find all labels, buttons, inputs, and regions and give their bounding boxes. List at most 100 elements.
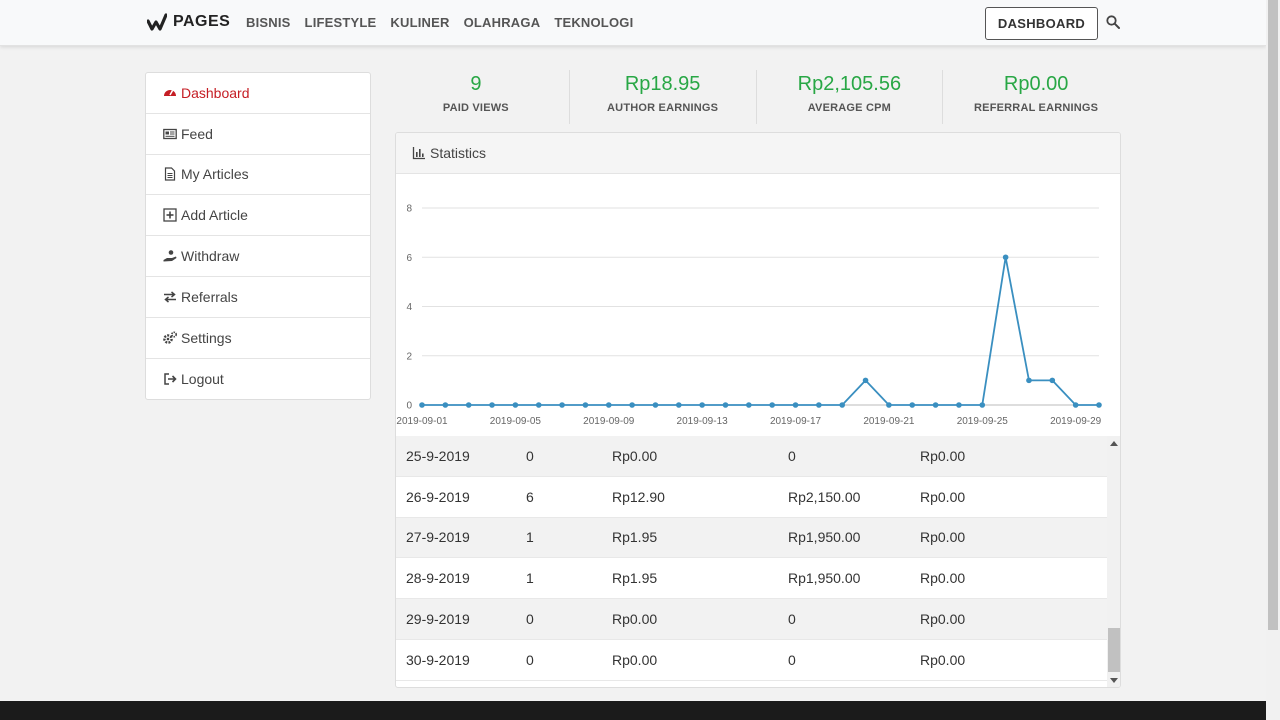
sidebar-item-label: Feed bbox=[181, 125, 213, 142]
nav-item-bisnis[interactable]: BISNIS bbox=[246, 15, 291, 30]
page-scroll-thumb[interactable] bbox=[1268, 0, 1278, 630]
nav-item-lifestyle[interactable]: LIFESTYLE bbox=[304, 15, 377, 30]
stat-value: Rp18.95 bbox=[624, 73, 701, 95]
sidebar-item-referrals[interactable]: Referrals bbox=[146, 277, 370, 318]
table-cell: 0 bbox=[526, 611, 534, 628]
y-tick-label: 0 bbox=[406, 401, 412, 412]
nav-item-teknologi[interactable]: TEKNOLOGI bbox=[554, 15, 634, 30]
table-cell: Rp2,150.00 bbox=[788, 488, 861, 505]
stat-average-cpm: Rp2,105.56 AVERAGE CPM bbox=[757, 70, 944, 124]
table-cell: 0 bbox=[788, 651, 796, 668]
data-point bbox=[512, 402, 519, 408]
data-point bbox=[699, 402, 705, 408]
table-row: 26-9-2019 6 Rp12.90 Rp2,150.00 Rp0.00 bbox=[396, 476, 1107, 518]
sidebar-item-feed[interactable]: Feed bbox=[146, 114, 370, 155]
sidebar-item-label: Settings bbox=[181, 329, 232, 346]
sidebar-item-my-articles[interactable]: My Articles bbox=[146, 155, 370, 196]
table-cell: 28-9-2019 bbox=[406, 570, 470, 587]
stat-paid-views: 9 PAID VIEWS bbox=[383, 70, 570, 124]
data-point bbox=[1072, 402, 1079, 408]
table-cell: Rp0.00 bbox=[920, 611, 966, 628]
stat-label: PAID VIEWS bbox=[442, 102, 509, 114]
statistics-table[interactable]: 25-9-2019 0 Rp0.00 0 Rp0.00 26-9-2019 6 Rp12.90… bbox=[396, 436, 1107, 687]
sidebar-item-add-article[interactable]: Add Article bbox=[146, 195, 370, 237]
data-point bbox=[1002, 254, 1009, 261]
page-scrollbar[interactable] bbox=[1266, 0, 1280, 720]
stat-label: AUTHOR EARNINGS bbox=[607, 102, 719, 114]
sidebar-item-label: Referrals bbox=[181, 288, 238, 305]
x-tick-label: 2019-09-01 bbox=[396, 416, 448, 427]
table-row: 28-9-2019 1 Rp1.95 Rp1,950.00 Rp0.00 bbox=[396, 558, 1107, 600]
data-point bbox=[1026, 377, 1032, 384]
sidebar-item-label: Dashboard bbox=[181, 84, 250, 101]
table-cell: Rp12.90 bbox=[612, 488, 665, 505]
data-point bbox=[886, 402, 892, 408]
data-point bbox=[816, 402, 822, 408]
data-point bbox=[535, 402, 542, 408]
table-cell: 1 bbox=[526, 570, 534, 587]
data-point bbox=[932, 402, 939, 408]
table-cell: 25-9-2019 bbox=[406, 447, 470, 464]
category-nav: BISNIS LIFESTYLE KULINER OLAHRAGA TEKNOL… bbox=[246, 15, 633, 30]
stat-label: AVERAGE CPM bbox=[807, 102, 892, 114]
exchange-icon bbox=[164, 291, 176, 303]
data-point bbox=[862, 377, 869, 384]
stat-author-earnings: Rp18.95 AUTHOR EARNINGS bbox=[570, 70, 757, 124]
table-cell: 0 bbox=[788, 611, 796, 628]
table-cell: Rp0.00 bbox=[920, 529, 966, 546]
table-cell: 0 bbox=[788, 447, 796, 464]
sidebar-item-logout[interactable]: Logout bbox=[146, 359, 370, 400]
data-point bbox=[559, 402, 565, 408]
brand-logo[interactable]: PAGES bbox=[147, 12, 230, 32]
sidebar-menu: Dashboard Feed My Articles Add Article W… bbox=[145, 72, 371, 401]
data-point bbox=[489, 402, 495, 408]
scroll-up-icon[interactable] bbox=[1110, 441, 1118, 446]
table-cell: 0 bbox=[526, 651, 534, 668]
gauge-icon bbox=[164, 89, 176, 96]
table-cell: 6 bbox=[526, 488, 534, 505]
data-point bbox=[792, 402, 799, 408]
sidebar-item-label: Add Article bbox=[181, 207, 248, 224]
x-tick-label: 2019-09-13 bbox=[677, 416, 729, 427]
stat-referral-earnings: Rp0.00 REFERRAL EARNINGS bbox=[943, 70, 1129, 124]
data-point bbox=[419, 402, 425, 408]
table-row: 29-9-2019 0 Rp0.00 0 Rp0.00 bbox=[396, 599, 1107, 640]
stat-value: Rp0.00 bbox=[1003, 73, 1069, 95]
x-tick-label: 2019-09-17 bbox=[770, 416, 822, 427]
x-tick-label: 2019-09-29 bbox=[1050, 416, 1102, 427]
data-point bbox=[1049, 377, 1056, 384]
table-cell: Rp0.00 bbox=[920, 488, 966, 505]
data-point bbox=[1096, 402, 1102, 408]
sidebar-item-settings[interactable]: Settings bbox=[146, 318, 370, 359]
sidebar-item-label: My Articles bbox=[181, 166, 249, 183]
stats-summary: 9 PAID VIEWS Rp18.95 AUTHOR EARNINGS Rp2… bbox=[383, 70, 1129, 124]
table-cell: Rp0.00 bbox=[612, 447, 658, 464]
sidebar-item-label: Withdraw bbox=[181, 248, 240, 265]
data-point bbox=[956, 402, 962, 408]
table-cell: Rp0.00 bbox=[920, 447, 966, 464]
table-scroll-thumb[interactable] bbox=[1108, 628, 1120, 672]
y-tick-label: 6 bbox=[406, 253, 412, 264]
table-cell: Rp0.00 bbox=[612, 651, 658, 668]
table-row: 27-9-2019 1 Rp1.95 Rp1,950.00 Rp0.00 bbox=[396, 517, 1107, 559]
x-tick-label: 2019-09-05 bbox=[490, 416, 542, 427]
dashboard-button[interactable]: DASHBOARD bbox=[985, 7, 1098, 40]
search-icon[interactable] bbox=[1106, 15, 1120, 29]
y-tick-label: 4 bbox=[406, 302, 412, 313]
table-scrollbar[interactable] bbox=[1107, 436, 1120, 687]
page-footer bbox=[0, 701, 1266, 720]
sidebar-item-dashboard[interactable]: Dashboard bbox=[146, 73, 370, 114]
plus-square-icon bbox=[163, 208, 177, 222]
statistics-title: Statistics bbox=[430, 145, 487, 161]
data-point bbox=[979, 402, 986, 408]
data-point bbox=[722, 402, 729, 408]
table-cell: Rp1.95 bbox=[612, 529, 658, 546]
table-cell: Rp0.00 bbox=[920, 651, 966, 668]
scroll-down-icon[interactable] bbox=[1110, 678, 1118, 683]
sidebar-item-withdraw[interactable]: Withdraw bbox=[146, 236, 370, 277]
top-navbar: PAGES BISNIS LIFESTYLE KULINER OLAHRAGA … bbox=[0, 0, 1266, 46]
table-cell: 0 bbox=[526, 447, 534, 464]
nav-item-kuliner[interactable]: KULINER bbox=[390, 15, 450, 30]
nav-item-olahraga[interactable]: OLAHRAGA bbox=[463, 15, 541, 30]
data-point bbox=[769, 402, 775, 408]
